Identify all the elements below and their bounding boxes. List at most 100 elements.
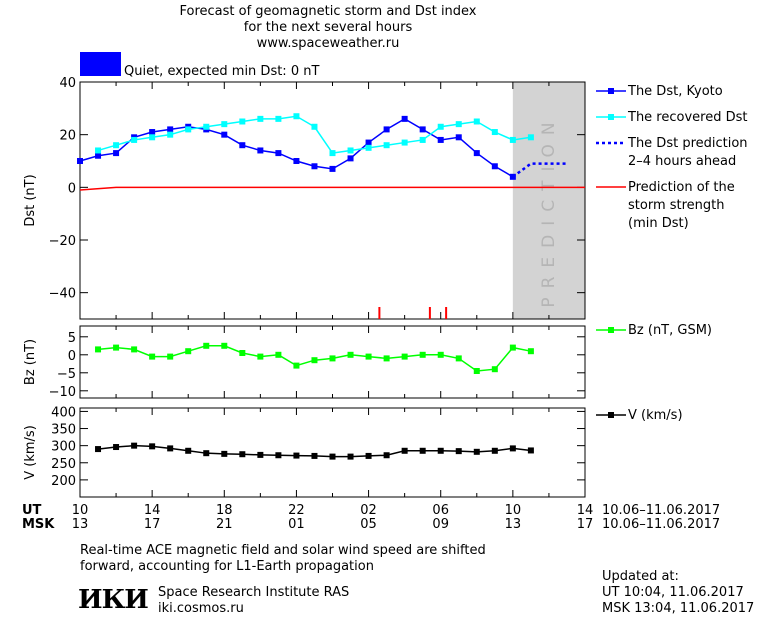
status-text: Quiet, expected min Dst: 0 nT [124,64,320,79]
msk-tick-label: 13 [504,517,522,532]
data-point [131,136,138,143]
data-point [185,447,192,454]
msk-tick-label: 09 [432,517,449,532]
legend-marker [608,114,614,120]
msk-axis-label: MSK [22,517,55,532]
panel-frame [79,325,586,399]
y-tick-label: 0 [68,181,76,196]
data-point [257,451,264,458]
legend-label: The Dst, Kyoto [627,84,723,99]
data-point [509,136,516,143]
data-point [365,452,372,459]
data-point [383,126,390,133]
y-axis-label: Dst (nT) [23,174,38,226]
data-point [221,131,228,138]
data-point [149,443,156,450]
data-point [401,139,408,146]
series-the-dst-kyoto [77,115,516,180]
data-point [185,348,192,355]
data-point [131,442,138,449]
data-point [311,123,318,130]
data-point [95,346,102,353]
y-tick-label: −5 [57,367,76,382]
ut-tick-label: 10 [504,503,522,518]
data-point [239,118,246,125]
ut-tick-label: 14 [576,503,594,518]
data-point [293,113,300,120]
data-point [257,353,264,360]
y-tick-label: 20 [59,129,76,144]
data-point [491,447,498,454]
data-point [203,450,210,457]
data-point [275,351,282,358]
legend-item: Prediction of the storm strength (min Dst) [596,180,735,231]
data-point [491,366,498,373]
data-point [365,353,372,360]
data-point [383,142,390,149]
data-point [347,453,354,460]
data-point [419,126,426,133]
series-the-recovered-dst [95,113,534,157]
data-point [473,118,480,125]
data-point [347,147,354,154]
legend-item: V (km/s) [596,408,683,423]
data-point [311,357,318,364]
y-tick-label: 400 [51,405,76,420]
data-point [509,445,516,452]
data-point [527,348,534,355]
series-line [79,186,585,191]
msk-tick-label: 21 [216,517,233,532]
ace-note-line1: Real-time ACE magnetic field and solar w… [80,543,486,558]
ut-tick-label: 22 [288,503,305,518]
y-tick-label: 40 [59,76,76,91]
institute-name: Space Research Institute RAS [158,585,350,600]
data-point [131,346,138,353]
data-point [239,350,246,356]
data-point [383,452,390,459]
data-point [167,126,174,133]
data-point [203,342,210,349]
data-point [473,150,480,157]
msk-tick-label: 13 [71,517,89,532]
data-point [455,355,462,362]
data-point [113,142,120,149]
y-axis-label: Bz (nT) [23,339,38,385]
series-bz-nt-gsm- [95,342,534,374]
data-point [95,147,102,154]
prediction-region [512,82,585,319]
data-point [419,447,426,454]
legend-label: The recovered Dst [627,110,747,125]
y-tick-label: 250 [51,457,76,472]
series-prediction-of-the-storm-strength-min-dst- [79,186,585,191]
data-point [311,163,318,170]
panel-3: 400 350 300 250 200 V (km/s) [23,405,586,498]
ut-tick-label: 18 [216,503,233,518]
msk-tick-label: 05 [360,517,377,532]
data-point [455,448,462,455]
data-point [311,452,318,459]
data-point [347,351,354,358]
legend-item: The Dst, Kyoto [596,84,723,99]
institute-url[interactable]: iki.cosmos.ru [158,601,244,616]
data-point [167,445,174,452]
data-point [347,155,354,162]
data-point [257,147,264,154]
panel-1: PREDICTION 40 20 0 −20 −40 Dst (nT) [23,76,586,320]
y-tick-label: 350 [51,423,76,438]
data-point [275,452,282,459]
ut-axis-label: UT [22,503,42,518]
updated-label: Updated at: [602,569,679,584]
ace-note-line2: forward, accounting for L1-Earth propaga… [80,559,374,574]
y-tick-label: 200 [51,474,76,489]
website-link[interactable]: www.spaceweather.ru [256,36,400,51]
data-point [455,134,462,141]
msk-tick-label: 17 [143,517,161,532]
data-point [365,144,372,151]
chart-title-line1: Forecast of geomagnetic storm and Dst in… [179,4,477,19]
data-point [401,353,408,360]
ut-tick-label: 14 [143,503,161,518]
series-line [512,162,567,178]
data-point [257,115,264,122]
data-point [113,444,120,451]
updated-ut: UT 10:04, 11.06.2017 [602,585,744,600]
